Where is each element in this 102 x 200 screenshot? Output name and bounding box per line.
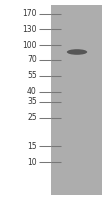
Text: 10: 10 [27,158,37,167]
Text: 100: 100 [22,40,37,49]
Text: 35: 35 [27,97,37,106]
Text: 25: 25 [27,113,37,122]
Text: 40: 40 [27,88,37,97]
Text: 70: 70 [27,55,37,64]
Bar [51,5,102,195]
Text: 55: 55 [27,72,37,80]
Text: 15: 15 [27,142,37,151]
Text: 170: 170 [22,9,37,19]
Ellipse shape [67,49,87,55]
Text: 130: 130 [22,24,37,33]
